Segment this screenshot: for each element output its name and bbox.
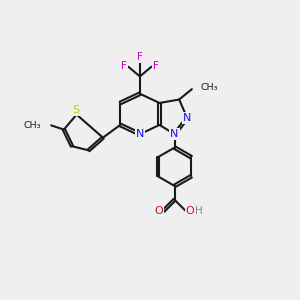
Text: N: N [136, 129, 144, 139]
Text: F: F [121, 61, 127, 71]
Text: CH₃: CH₃ [24, 121, 41, 130]
Text: N: N [183, 113, 191, 123]
Text: F: F [137, 52, 143, 62]
Text: H: H [195, 206, 203, 216]
Text: O: O [186, 206, 195, 216]
Text: F: F [153, 61, 158, 71]
Text: CH₃: CH₃ [201, 83, 218, 92]
Text: S: S [73, 105, 80, 116]
Text: N: N [170, 129, 179, 139]
Text: O: O [154, 206, 163, 216]
